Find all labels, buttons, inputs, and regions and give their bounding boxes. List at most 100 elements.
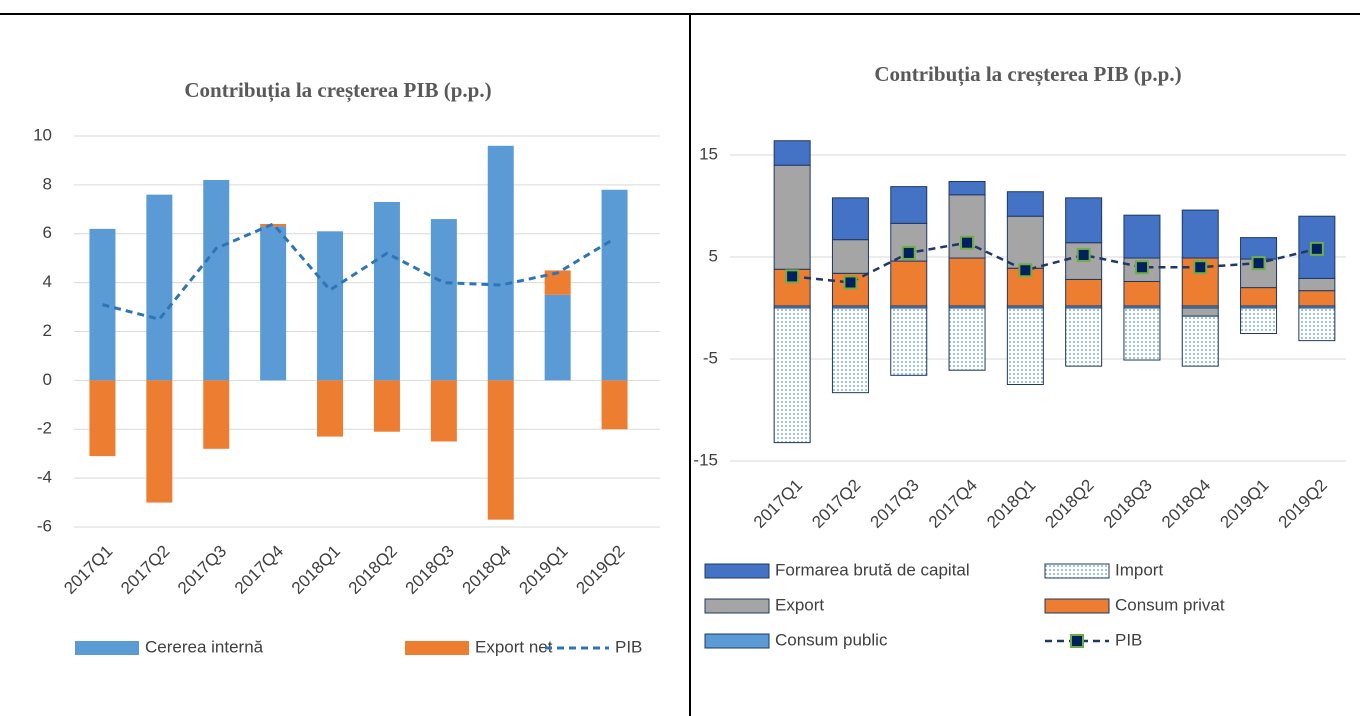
marker (1251, 256, 1266, 271)
bar (1240, 307, 1278, 334)
legend-swatch (704, 633, 770, 649)
legend-swatch (405, 641, 469, 655)
x-tick-label: 2017Q1 (750, 476, 806, 532)
y-tick-label: 15 (699, 144, 718, 163)
x-tick-label: 2018Q3 (402, 542, 458, 598)
legend-swatch (704, 563, 770, 579)
marker (785, 269, 800, 284)
x-tick-label: 2017Q3 (174, 542, 230, 598)
bar (1065, 307, 1103, 367)
x-tick-label: 2017Q2 (808, 476, 864, 532)
bar (487, 145, 514, 381)
bar (1065, 278, 1103, 307)
bar (773, 140, 811, 166)
bar (260, 226, 287, 381)
x-tick-label: 2017Q2 (117, 542, 173, 598)
y-tick-label: 8 (43, 174, 52, 193)
legend-swatch (1044, 598, 1110, 614)
bar (1181, 307, 1219, 317)
legend-label: Export (775, 595, 824, 614)
y-tick-label: 0 (43, 370, 52, 389)
marker (901, 245, 916, 260)
bar (203, 179, 230, 381)
x-tick-label: 2019Q1 (1216, 476, 1272, 532)
bar (373, 201, 400, 381)
legend-label: Export net (475, 637, 553, 656)
legend-swatch (75, 641, 139, 655)
x-tick-label: 2018Q4 (459, 542, 515, 598)
bar (1298, 307, 1336, 342)
legend-swatch (704, 598, 770, 614)
bar (1006, 307, 1044, 385)
x-tick-label: 2018Q1 (983, 476, 1039, 532)
bar (1298, 290, 1336, 307)
bar (601, 380, 628, 430)
x-tick-label: 2018Q4 (1158, 476, 1214, 532)
y-tick-label: -15 (693, 450, 718, 469)
legend-label: Consum privat (1115, 595, 1225, 614)
bar (317, 380, 344, 437)
bar (773, 307, 811, 444)
y-tick-label: 4 (43, 272, 52, 291)
legend-label: Import (1115, 560, 1163, 579)
bar (831, 239, 869, 274)
marker (960, 235, 975, 250)
bar (146, 194, 173, 381)
bar (1298, 277, 1336, 292)
bar (890, 260, 928, 307)
bar (544, 270, 571, 295)
bar (831, 307, 869, 394)
bar (487, 380, 514, 520)
y-tick-label: -5 (703, 348, 718, 367)
x-tick-label: 2017Q4 (925, 476, 981, 532)
legend-label: PIB (615, 637, 642, 656)
x-tick-label: 2019Q2 (572, 542, 628, 598)
bar (430, 219, 457, 381)
bar (1181, 315, 1219, 367)
bar (317, 231, 344, 381)
bar (203, 380, 230, 449)
bar (1123, 307, 1161, 361)
y-tick-label: 10 (33, 125, 52, 144)
marker (1309, 241, 1324, 256)
legend-label: PIB (1115, 630, 1142, 649)
marker (1193, 260, 1208, 275)
bar (146, 380, 173, 503)
bar (1006, 191, 1044, 217)
y-tick-label: 2 (43, 321, 52, 340)
bar (601, 189, 628, 381)
x-tick-label: 2019Q1 (515, 542, 571, 598)
x-tick-label: 2019Q2 (1275, 476, 1331, 532)
legend-label: Consum public (775, 630, 888, 649)
bar (948, 257, 986, 307)
bar (260, 223, 287, 227)
bar (1240, 287, 1278, 307)
marker (1018, 263, 1033, 278)
x-tick-label: 2017Q4 (231, 542, 287, 598)
x-tick-label: 2018Q3 (1100, 476, 1156, 532)
chart-title: Contribuția la creșterea PIB (p.p.) (874, 62, 1181, 87)
bar (1123, 214, 1161, 259)
marker (1076, 247, 1091, 262)
bar (948, 181, 986, 196)
x-tick-label: 2017Q1 (60, 542, 116, 598)
y-tick-label: -2 (37, 419, 52, 438)
bar (773, 164, 811, 270)
line (792, 241, 1318, 284)
bar (890, 186, 928, 224)
x-tick-label: 2018Q2 (1041, 476, 1097, 532)
legend-label: Cererea internă (145, 637, 264, 656)
bar (89, 380, 116, 457)
bar (1181, 209, 1219, 259)
bar (544, 294, 571, 381)
bar (890, 307, 928, 376)
chart-title: Contribuția la creșterea PIB (p.p.) (184, 78, 491, 103)
x-tick-label: 2017Q3 (867, 476, 923, 532)
bar (1240, 237, 1278, 260)
bar (430, 380, 457, 442)
bar (1006, 215, 1044, 269)
y-tick-label: 5 (709, 246, 718, 265)
line (102, 222, 616, 321)
legend-swatch (1044, 563, 1110, 579)
